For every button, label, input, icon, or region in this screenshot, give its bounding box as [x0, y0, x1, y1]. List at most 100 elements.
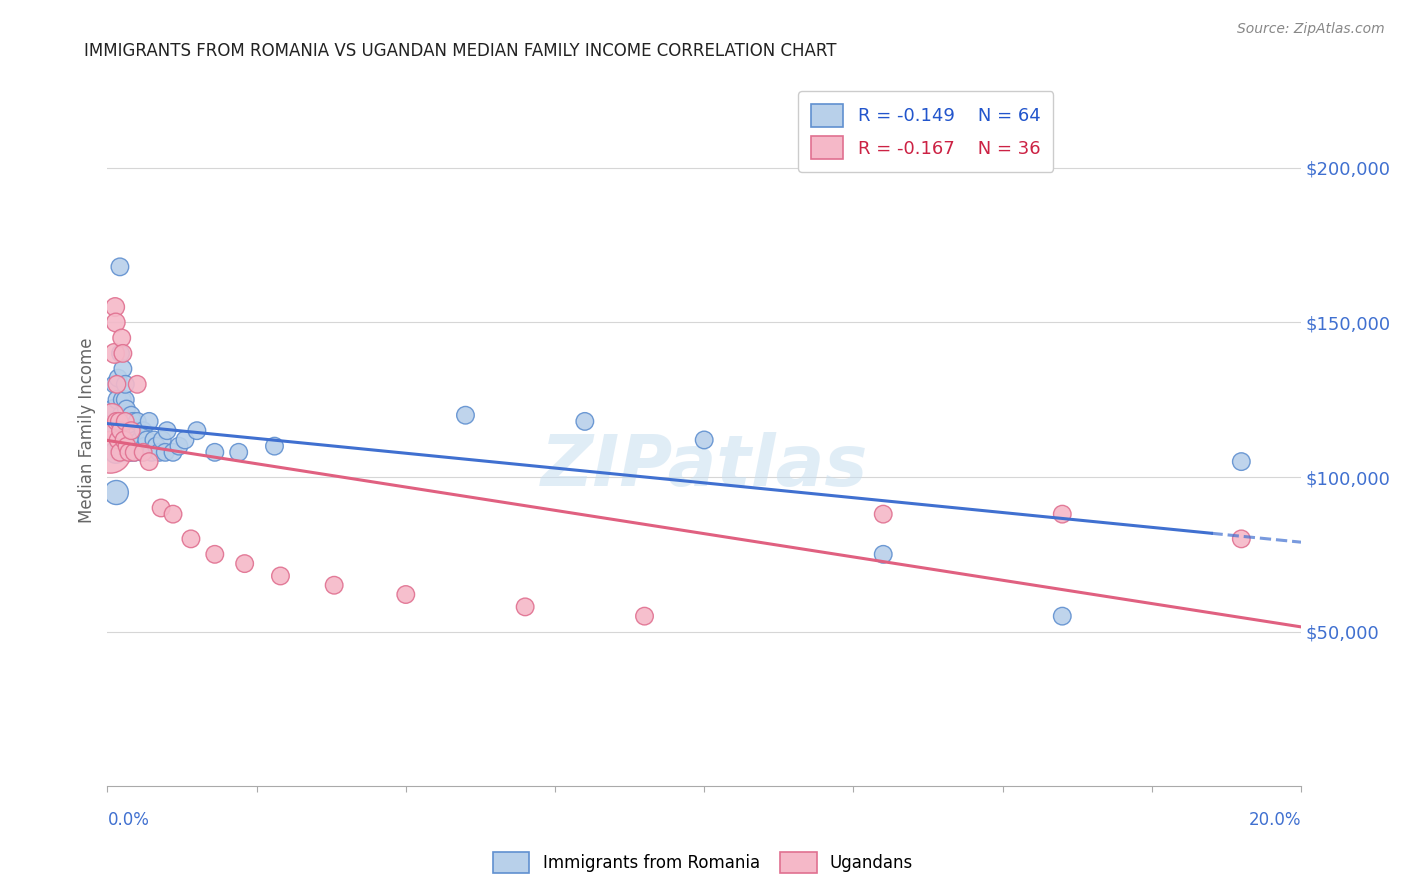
- Point: [108, 260, 131, 274]
- Point: [131, 445, 153, 459]
- Y-axis label: Median Family Income: Median Family Income: [79, 338, 96, 524]
- Point: [108, 439, 131, 453]
- Point: [108, 414, 131, 428]
- Point: [105, 377, 128, 392]
- Point: [1230, 454, 1253, 468]
- Point: [111, 392, 134, 407]
- Text: 20.0%: 20.0%: [1249, 811, 1301, 830]
- Point: [162, 507, 184, 521]
- Point: [101, 409, 124, 423]
- Point: [180, 532, 202, 546]
- Point: [114, 414, 136, 428]
- Text: IMMIGRANTS FROM ROMANIA VS UGANDAN MEDIAN FAMILY INCOME CORRELATION CHART: IMMIGRANTS FROM ROMANIA VS UGANDAN MEDIA…: [83, 42, 837, 60]
- Point: [323, 578, 346, 592]
- Point: [105, 414, 128, 428]
- Point: [155, 445, 177, 459]
- Point: [98, 445, 121, 459]
- Point: [111, 346, 134, 360]
- Point: [118, 439, 141, 453]
- Point: [186, 424, 208, 438]
- Point: [132, 445, 155, 459]
- Point: [148, 445, 170, 459]
- Point: [263, 439, 285, 453]
- Point: [117, 414, 139, 428]
- Point: [150, 433, 173, 447]
- Point: [142, 433, 165, 447]
- Point: [204, 547, 226, 561]
- Point: [117, 445, 139, 459]
- Point: [162, 445, 184, 459]
- Point: [124, 424, 146, 438]
- Legend: R = -0.149    N = 64, R = -0.167    N = 36: R = -0.149 N = 64, R = -0.167 N = 36: [799, 91, 1053, 172]
- Point: [115, 433, 138, 447]
- Point: [110, 409, 132, 423]
- Point: [110, 424, 132, 438]
- Point: [122, 414, 145, 428]
- Point: [125, 433, 148, 447]
- Point: [633, 609, 655, 624]
- Point: [156, 424, 179, 438]
- Point: [167, 439, 190, 453]
- Point: [138, 454, 160, 468]
- Point: [127, 414, 149, 428]
- Point: [112, 433, 135, 447]
- Point: [115, 402, 138, 417]
- Point: [114, 392, 136, 407]
- Point: [135, 433, 157, 447]
- Text: Source: ZipAtlas.com: Source: ZipAtlas.com: [1237, 22, 1385, 37]
- Point: [110, 346, 132, 360]
- Point: [112, 433, 135, 447]
- Point: [122, 445, 145, 459]
- Text: ZIPatlas: ZIPatlas: [540, 432, 868, 500]
- Point: [120, 409, 142, 423]
- Point: [115, 414, 138, 428]
- Point: [111, 445, 134, 459]
- Text: 0.0%: 0.0%: [107, 811, 149, 830]
- Point: [107, 433, 129, 447]
- Point: [120, 424, 142, 438]
- Point: [233, 557, 256, 571]
- Point: [204, 445, 226, 459]
- Point: [127, 377, 149, 392]
- Point: [103, 402, 125, 417]
- Point: [454, 409, 477, 423]
- Point: [574, 414, 596, 428]
- Point: [138, 414, 160, 428]
- Point: [107, 392, 129, 407]
- Point: [115, 439, 138, 453]
- Point: [101, 414, 124, 428]
- Point: [872, 547, 894, 561]
- Point: [1052, 609, 1074, 624]
- Point: [269, 569, 291, 583]
- Point: [107, 371, 129, 385]
- Point: [120, 445, 142, 459]
- Point: [108, 445, 131, 459]
- Point: [104, 316, 127, 330]
- Point: [174, 433, 197, 447]
- Point: [107, 433, 129, 447]
- Point: [105, 485, 128, 500]
- Point: [114, 377, 136, 392]
- Point: [118, 445, 141, 459]
- Point: [121, 433, 143, 447]
- Point: [150, 500, 173, 515]
- Point: [693, 433, 716, 447]
- Point: [111, 424, 134, 438]
- Point: [103, 424, 125, 438]
- Point: [132, 424, 155, 438]
- Point: [129, 433, 152, 447]
- Point: [103, 377, 125, 392]
- Point: [111, 331, 134, 345]
- Point: [228, 445, 250, 459]
- Legend: Immigrants from Romania, Ugandans: Immigrants from Romania, Ugandans: [486, 846, 920, 880]
- Point: [1230, 532, 1253, 546]
- Point: [105, 424, 128, 438]
- Point: [122, 445, 145, 459]
- Point: [111, 362, 134, 376]
- Point: [134, 439, 156, 453]
- Point: [872, 507, 894, 521]
- Point: [127, 439, 149, 453]
- Point: [120, 424, 142, 438]
- Point: [515, 599, 537, 614]
- Point: [1052, 507, 1074, 521]
